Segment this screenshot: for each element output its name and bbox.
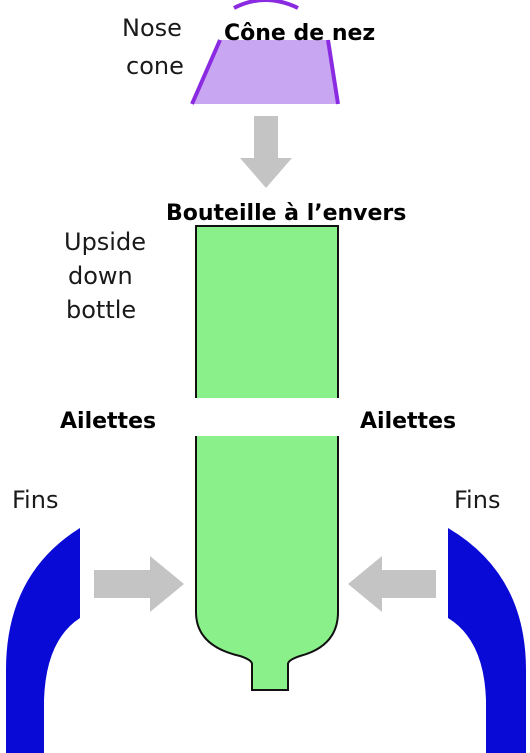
bottle-label-en-line3: bottle: [66, 296, 136, 324]
arrow-left-icon: [348, 556, 436, 612]
bottle-body: [195, 225, 339, 691]
right-fin: [448, 528, 526, 753]
fins-right-label-en: Fins: [454, 486, 500, 514]
nose-cone-body: [192, 40, 338, 104]
nose-cone-tip: [233, 0, 299, 10]
nose-cone: [190, 0, 340, 105]
bottle-label-en-line1: Upside: [64, 228, 146, 256]
upside-down-bottle: [190, 225, 344, 691]
nose-cone-right-edge: [326, 39, 340, 105]
nose-cone-label-en-line1: Nose: [122, 14, 182, 42]
bottle-label-en-line2: down: [68, 262, 133, 290]
fins-right-label-fr: Ailettes: [360, 409, 456, 434]
nose-cone-label-en-line2: cone: [126, 52, 184, 80]
bottle-label-band: [190, 398, 344, 436]
left-fin: [6, 528, 80, 753]
arrow-down-icon: [240, 116, 292, 188]
bottle-label-fr: Bouteille à l’envers: [166, 201, 406, 226]
fins-left-label-en: Fins: [12, 486, 58, 514]
fins-left-label-fr: Ailettes: [60, 409, 156, 434]
nose-cone-label-fr: Cône de nez: [224, 21, 375, 46]
arrow-right-icon: [94, 556, 184, 612]
nose-cone-left-edge: [190, 39, 222, 105]
